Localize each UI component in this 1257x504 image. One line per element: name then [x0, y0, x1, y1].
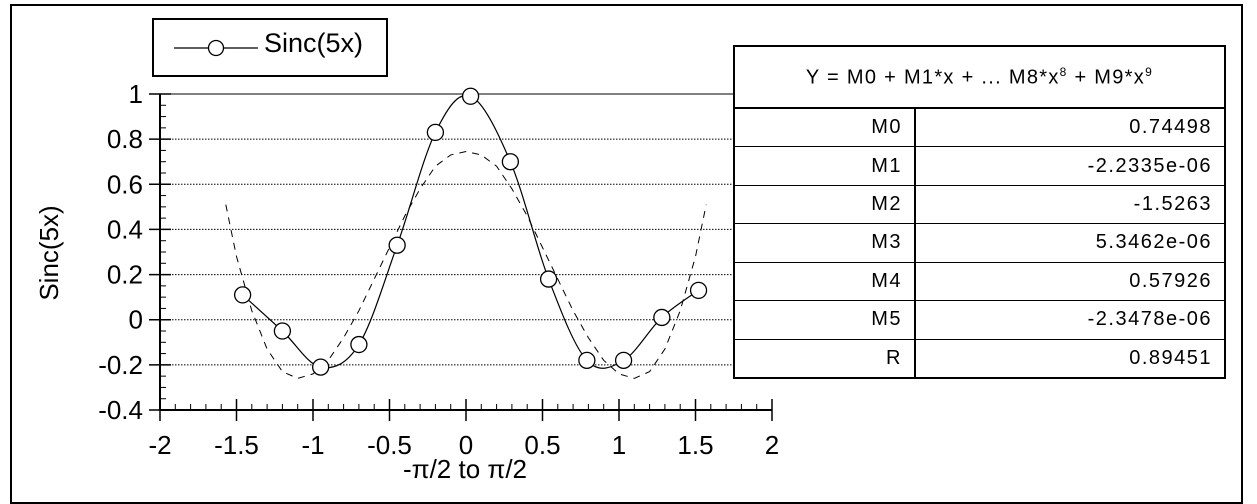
- table-row: R 0.89451: [734, 338, 1225, 378]
- coefficient-name: M1: [734, 146, 916, 186]
- coefficient-name: M0: [734, 107, 916, 147]
- x-tick-label: 0: [459, 430, 473, 460]
- data-point: [233, 286, 252, 304]
- data-point: [273, 322, 292, 340]
- coefficient-value: 0.57926: [915, 261, 1225, 301]
- y-axis-label: Sinc(5x): [34, 205, 64, 300]
- x-tick-label: -2: [148, 430, 171, 460]
- data-point: [311, 358, 330, 376]
- y-tick-label: -0.2: [98, 350, 143, 380]
- data-point: [461, 87, 480, 105]
- coefficient-value: 5.3462e-06: [915, 223, 1225, 263]
- coefficient-name: M3: [734, 223, 916, 263]
- x-tick-label: 1: [612, 430, 626, 460]
- table-row: M2 -1.5263: [734, 184, 1225, 224]
- coefficient-value: -2.3478e-06: [915, 300, 1225, 339]
- y-tick-label: 0: [129, 305, 143, 335]
- data-point: [501, 153, 520, 171]
- coefficient-value: -1.5263: [915, 184, 1225, 224]
- data-point: [539, 270, 558, 288]
- data-point: [614, 351, 633, 369]
- table-row: M3 5.3462e-06: [734, 223, 1225, 263]
- equation-exponent: 8: [1059, 64, 1068, 79]
- x-tick-label: 1.5: [677, 430, 713, 460]
- fit-coefficients-table: Y = M0 + M1*x + ... M8*x8 + M9*x9 M0 0.74…: [733, 45, 1226, 379]
- equation-exponent: 9: [1145, 64, 1154, 79]
- coefficient-value: 0.74498: [915, 107, 1225, 147]
- x-axis-label: -π/2 to π/2: [403, 454, 527, 484]
- data-point: [426, 123, 445, 142]
- data-point: [388, 236, 406, 254]
- coefficient-name: M5: [734, 300, 916, 339]
- data-point: [350, 335, 368, 354]
- equation-text-tail: + M9*x: [1067, 66, 1146, 89]
- tick-labels: 1 0.8 0.6 0.4 0.2 0 -0.2 -0.4-2 -1.5 -1 -0.5 0 0.5 1 1…: [98, 79, 779, 460]
- x-tick-label: -1.5: [214, 430, 259, 460]
- sinc-series-line: [242, 94, 699, 369]
- table-row: M1 -2.2335e-06: [734, 146, 1225, 186]
- fit-equation-header: Y = M0 + M1*x + ... M8*x8 + M9*x9: [734, 46, 1225, 109]
- legend-line-circle-icon: [174, 39, 258, 57]
- data-point: [578, 351, 596, 369]
- coefficient-value: 0.89451: [915, 338, 1225, 378]
- data-point: [689, 281, 708, 300]
- coefficient-name: R: [734, 338, 916, 378]
- y-tick-label: 0.8: [107, 124, 143, 154]
- coefficient-value: -2.2335e-06: [915, 146, 1225, 186]
- x-tick-label: 0.5: [524, 430, 560, 460]
- x-tick-label: -0.5: [367, 430, 412, 460]
- chart: 1 0.8 0.6 0.4 0.2 0 -0.2 -0.4-2 -1.5 -1 -0.5 0 0.5 1 1…: [34, 79, 1218, 484]
- y-tick-label: 0.2: [107, 260, 143, 290]
- axes: [149, 93, 773, 421]
- fit-curve-line: [225, 151, 707, 379]
- y-tick-label: -0.4: [98, 395, 143, 425]
- table-row: M0 0.74498: [734, 107, 1225, 147]
- table-header-row: Y = M0 + M1*x + ... M8*x8 + M9*x9: [734, 46, 1225, 109]
- coefficient-name: M2: [734, 184, 916, 224]
- equation-text: Y = M0 + M1*x + ... M8*x: [805, 66, 1060, 89]
- x-tick-label: -1: [301, 430, 324, 460]
- series-layer: [225, 87, 708, 379]
- table-row: M4 0.57926: [734, 261, 1225, 301]
- y-tick-label: 1: [129, 79, 143, 109]
- y-tick-label: 0.6: [107, 169, 143, 199]
- table-row: M5 -2.3478e-06: [734, 300, 1225, 339]
- coefficient-name: M4: [734, 261, 916, 301]
- legend-entry-label: Sinc(5x): [264, 28, 364, 58]
- data-point: [653, 308, 671, 327]
- legend: Sinc(5x): [152, 18, 388, 77]
- y-tick-label: 0.4: [107, 214, 143, 244]
- x-tick-label: 2: [765, 430, 779, 460]
